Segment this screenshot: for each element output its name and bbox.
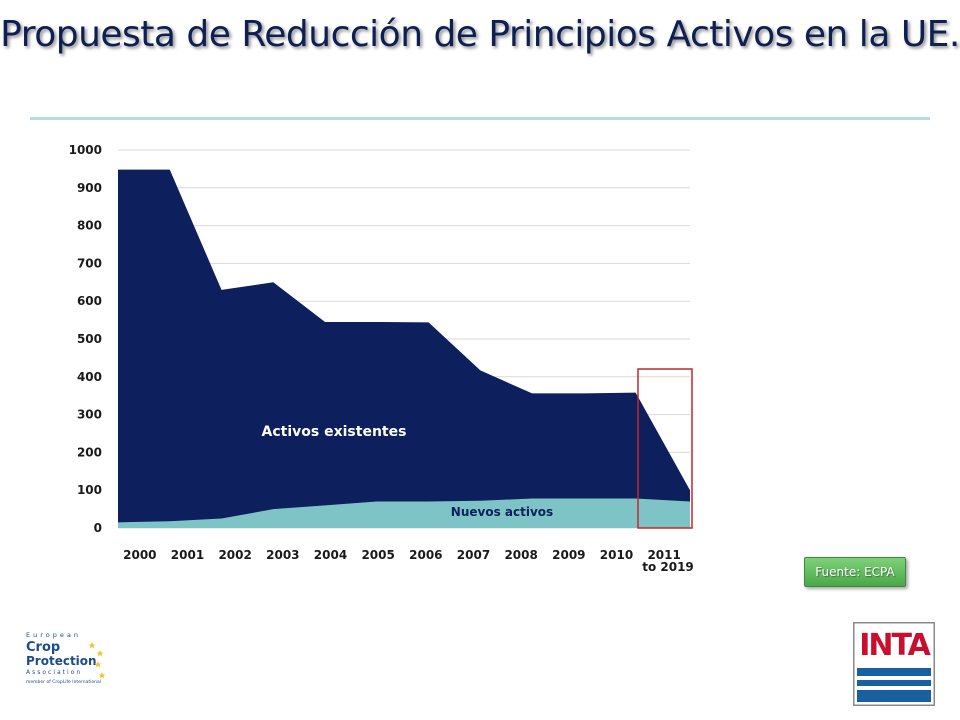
source-badge: Fuente: ECPA — [804, 557, 906, 587]
x-tick-label: 2010 — [600, 548, 633, 562]
svg-text:European: European — [26, 631, 81, 639]
y-tick-label: 200 — [77, 445, 102, 459]
y-tick-label: 300 — [77, 408, 102, 422]
series-label-activos-existentes: Activos existentes — [262, 424, 407, 440]
svg-text:Crop: Crop — [26, 640, 60, 655]
series-label-nuevos-activos: Nuevos activos — [451, 505, 553, 519]
series-area-nuevos-activos — [118, 498, 690, 528]
highlight-box — [637, 368, 693, 529]
y-tick-label: 0 — [94, 521, 102, 535]
x-tick-label: 2006 — [409, 548, 442, 562]
x-tick-label: 2004 — [314, 548, 347, 562]
y-tick-label: 600 — [77, 294, 102, 308]
inta-logo-text: INTA — [859, 628, 931, 663]
ecpa-logo: European Crop Protection Association mem… — [22, 628, 110, 690]
svg-text:Association: Association — [26, 669, 82, 676]
y-tick-label: 100 — [77, 483, 102, 497]
x-tick-label: 2008 — [504, 548, 537, 562]
y-tick-label: 500 — [77, 332, 102, 346]
svg-text:Protection: Protection — [26, 654, 97, 668]
x-tick-label: 2005 — [361, 548, 394, 562]
slide-title: Propuesta de Reducción de Principios Act… — [0, 14, 960, 55]
x-tick-label: 2011 — [647, 548, 680, 562]
x-tick-label: 2003 — [266, 548, 299, 562]
inta-logo-graphic — [851, 620, 937, 708]
x-tick-label: 2000 — [123, 548, 156, 562]
svg-text:member of CropLife Internation: member of CropLife International — [26, 679, 101, 685]
x-tick-label: 2007 — [457, 548, 490, 562]
y-tick-label: 700 — [77, 256, 102, 270]
inta-logo: INTA — [851, 620, 937, 708]
y-tick-label: 400 — [77, 370, 102, 384]
y-tick-label: 900 — [77, 181, 102, 195]
series-area-activos-existentes — [118, 169, 690, 528]
y-tick-label: 1000 — [69, 143, 102, 157]
title-divider — [30, 117, 930, 120]
x-tick-label: 2009 — [552, 548, 585, 562]
x-tick-label: 2001 — [171, 548, 204, 562]
x-tick-label-extra: to 2019 — [642, 560, 694, 574]
y-tick-label: 800 — [77, 219, 102, 233]
x-tick-label: 2002 — [218, 548, 251, 562]
